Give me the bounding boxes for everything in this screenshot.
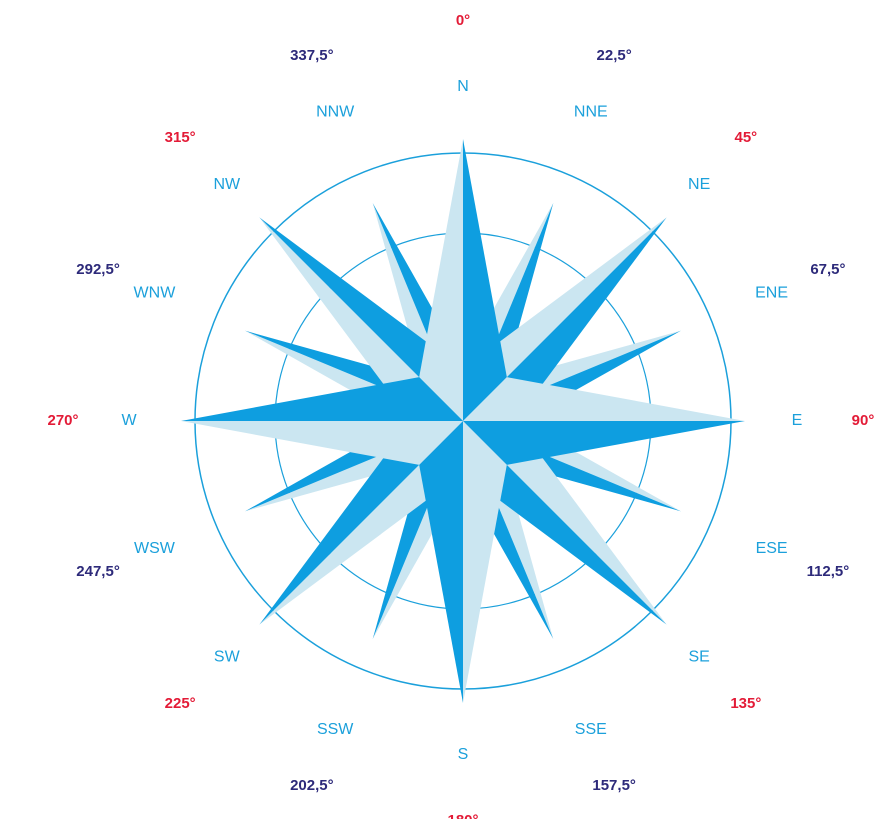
degree-label: 337,5° [290, 47, 334, 64]
arm-dark [181, 377, 463, 421]
degree-label: 45° [734, 129, 757, 146]
compass-rose: N 0° NNE 22,5° NE 45° ENE 67,5° E 90° ESE 112,5° SE 1… [0, 0, 884, 819]
direction-label: NNW [316, 104, 355, 121]
direction-label: WNW [134, 284, 177, 301]
degree-label: 0° [456, 12, 470, 29]
arm-light [419, 139, 463, 421]
direction-label: S [458, 746, 469, 763]
star [181, 139, 745, 703]
degree-label: 22,5° [597, 47, 632, 64]
direction-label: ESE [756, 540, 788, 557]
arm-dark [419, 421, 463, 703]
degree-label: 292,5° [76, 261, 120, 278]
degree-label: 315° [165, 129, 196, 146]
direction-label: WSW [134, 540, 176, 557]
degree-label: 90° [852, 412, 875, 429]
degree-label: 67,5° [810, 261, 845, 278]
degree-label: 180° [447, 812, 478, 819]
arm-dark [463, 421, 745, 465]
direction-label: E [792, 412, 803, 429]
direction-label: SSW [317, 721, 354, 738]
degree-label: 135° [730, 695, 761, 712]
degree-label: 225° [165, 695, 196, 712]
direction-label: N [457, 78, 469, 95]
direction-label: W [121, 412, 137, 429]
degree-label: 202,5° [290, 777, 334, 794]
degree-label: 157,5° [592, 777, 636, 794]
degree-label: 247,5° [76, 563, 120, 580]
direction-label: NNE [574, 104, 608, 121]
direction-label: NW [213, 176, 241, 193]
direction-label: SW [214, 648, 241, 665]
arm-light [463, 377, 745, 421]
arm-light [463, 421, 507, 703]
direction-label: ENE [755, 284, 788, 301]
arm-light [181, 421, 463, 465]
direction-label: SSE [575, 721, 607, 738]
degree-label: 112,5° [807, 563, 850, 580]
arm-dark [463, 139, 507, 421]
direction-label: SE [689, 648, 710, 665]
degree-label: 270° [47, 412, 78, 429]
direction-label: NE [688, 176, 710, 193]
